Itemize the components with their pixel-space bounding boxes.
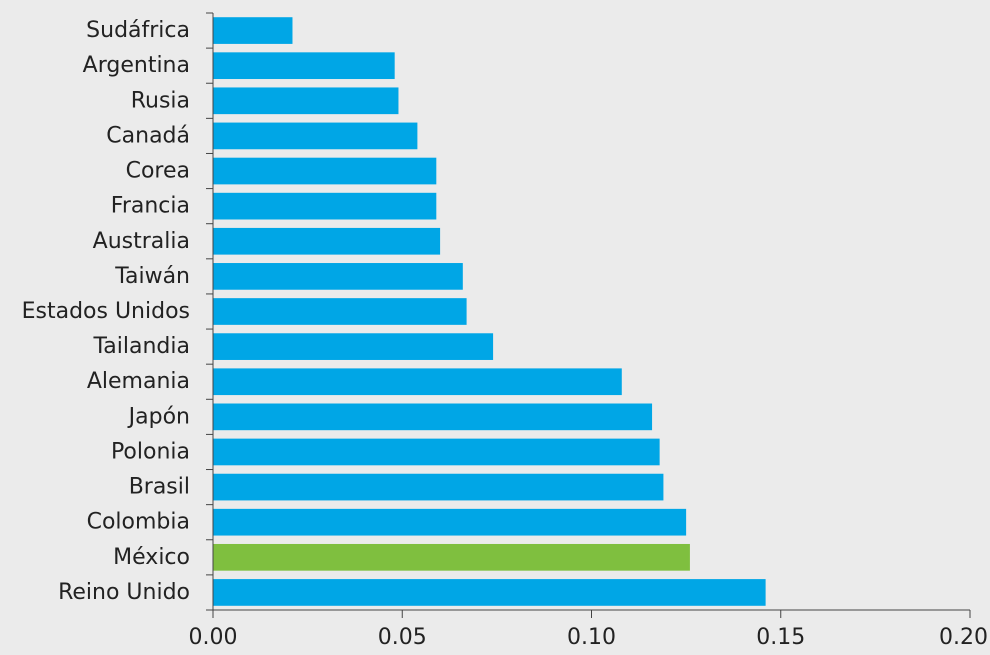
category-label: Australia	[93, 229, 190, 254]
category-label: Polonia	[111, 439, 190, 464]
x-tick-label: 0.05	[378, 625, 427, 650]
category-labels: Sudáfrica Argentina Rusia Canadá Corea Franci…	[22, 18, 190, 605]
bar-canadá	[213, 122, 418, 150]
bar-reino-unido	[213, 579, 766, 606]
x-tick-label: 0.15	[756, 625, 805, 650]
bar-australia	[213, 227, 441, 255]
bar-argentina	[213, 52, 395, 80]
bar-japón	[213, 403, 653, 431]
bar-corea	[213, 157, 437, 185]
bar-francia	[213, 192, 437, 220]
bar-colombia	[213, 508, 687, 536]
category-label: Canadá	[106, 123, 190, 148]
bar-méxico	[213, 543, 690, 571]
category-label: México	[113, 545, 190, 570]
bar-estados-unidos	[213, 298, 467, 325]
category-label: Estados Unidos	[22, 299, 190, 324]
bar-brasil	[213, 473, 664, 501]
bar-sudáfrica	[213, 17, 293, 44]
category-label: Taiwán	[114, 264, 190, 289]
bar-polonia	[213, 438, 660, 466]
category-label: Sudáfrica	[86, 18, 190, 43]
category-label: Argentina	[83, 53, 190, 78]
category-label: Japón	[127, 404, 190, 429]
x-tick-label: 0.10	[567, 625, 616, 650]
category-label: Francia	[111, 194, 190, 219]
category-label: Corea	[126, 159, 190, 184]
x-tick-label: 0.20	[939, 625, 988, 650]
category-label: Reino Unido	[58, 580, 190, 605]
bar-taiwán	[213, 263, 463, 290]
axes: 0.00 0.05 0.10 0.15 0.20	[189, 12, 988, 650]
bar-rusia	[213, 87, 399, 115]
x-tick-label: 0.00	[189, 625, 238, 650]
bars-layer	[213, 17, 766, 606]
category-label: Tailandia	[93, 334, 191, 359]
category-label: Alemania	[87, 369, 190, 394]
category-label: Colombia	[87, 510, 190, 535]
bar-alemania	[213, 368, 622, 396]
bar-tailandia	[213, 333, 494, 360]
category-label: Rusia	[131, 88, 190, 113]
category-label: Brasil	[129, 475, 190, 500]
